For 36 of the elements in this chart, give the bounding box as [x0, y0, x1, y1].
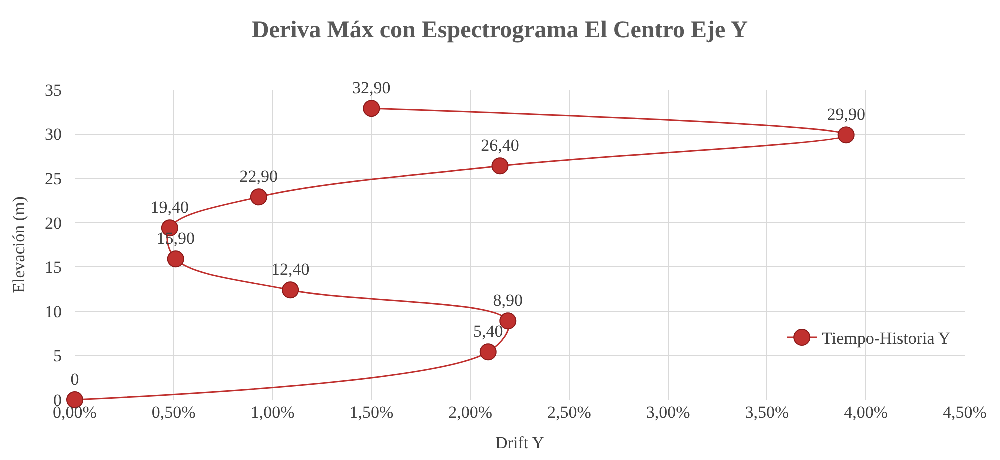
point	[492, 158, 509, 175]
data-label: 26,40	[481, 136, 520, 155]
point	[282, 282, 300, 299]
data-label: 5,40	[473, 322, 504, 341]
data-label: 8,90	[493, 290, 524, 310]
y-tick-label: 25	[45, 170, 62, 189]
point	[480, 344, 497, 361]
x-tick-label: 2,00%	[448, 403, 493, 422]
x-tick-label: 4,00%	[844, 403, 888, 422]
x-tick-label: 0,50%	[152, 403, 196, 422]
point	[363, 100, 380, 118]
x-tick-label: 3,00%	[646, 403, 690, 422]
y-tick-label: 10	[45, 302, 62, 322]
y-axis-title: Elevación (m)	[10, 196, 29, 294]
y-tick-label: 5	[54, 346, 62, 366]
y-tick-label: 20	[45, 214, 62, 233]
x-tick-label: 2,50%	[547, 403, 592, 422]
data-label: 19,40	[150, 198, 190, 217]
y-tick-label: 15	[45, 258, 62, 278]
y-tick-label: 30	[45, 125, 62, 144]
point	[838, 126, 855, 144]
x-tick-label: 1,00%	[250, 403, 295, 422]
chart-title: Deriva Máx con Espectrograma El Centro Eje Y	[252, 18, 748, 44]
data-label: 32,90	[352, 78, 391, 98]
legend-label: Tiempo-Historia Y	[822, 329, 951, 348]
data-label: 29,90	[827, 104, 866, 124]
data-label: 0	[70, 370, 80, 389]
x-tick-label: 3,50%	[745, 403, 790, 422]
y-tick-label: 35	[45, 80, 62, 100]
point	[250, 188, 268, 206]
data-label: 22,90	[240, 166, 278, 186]
data-label: 12,40	[271, 260, 310, 279]
x-tick-label: 1,50%	[350, 403, 394, 422]
x-tick-label: 4,50%	[943, 403, 987, 422]
x-axis-title: Drift Y	[496, 433, 544, 452]
point	[167, 250, 184, 268]
